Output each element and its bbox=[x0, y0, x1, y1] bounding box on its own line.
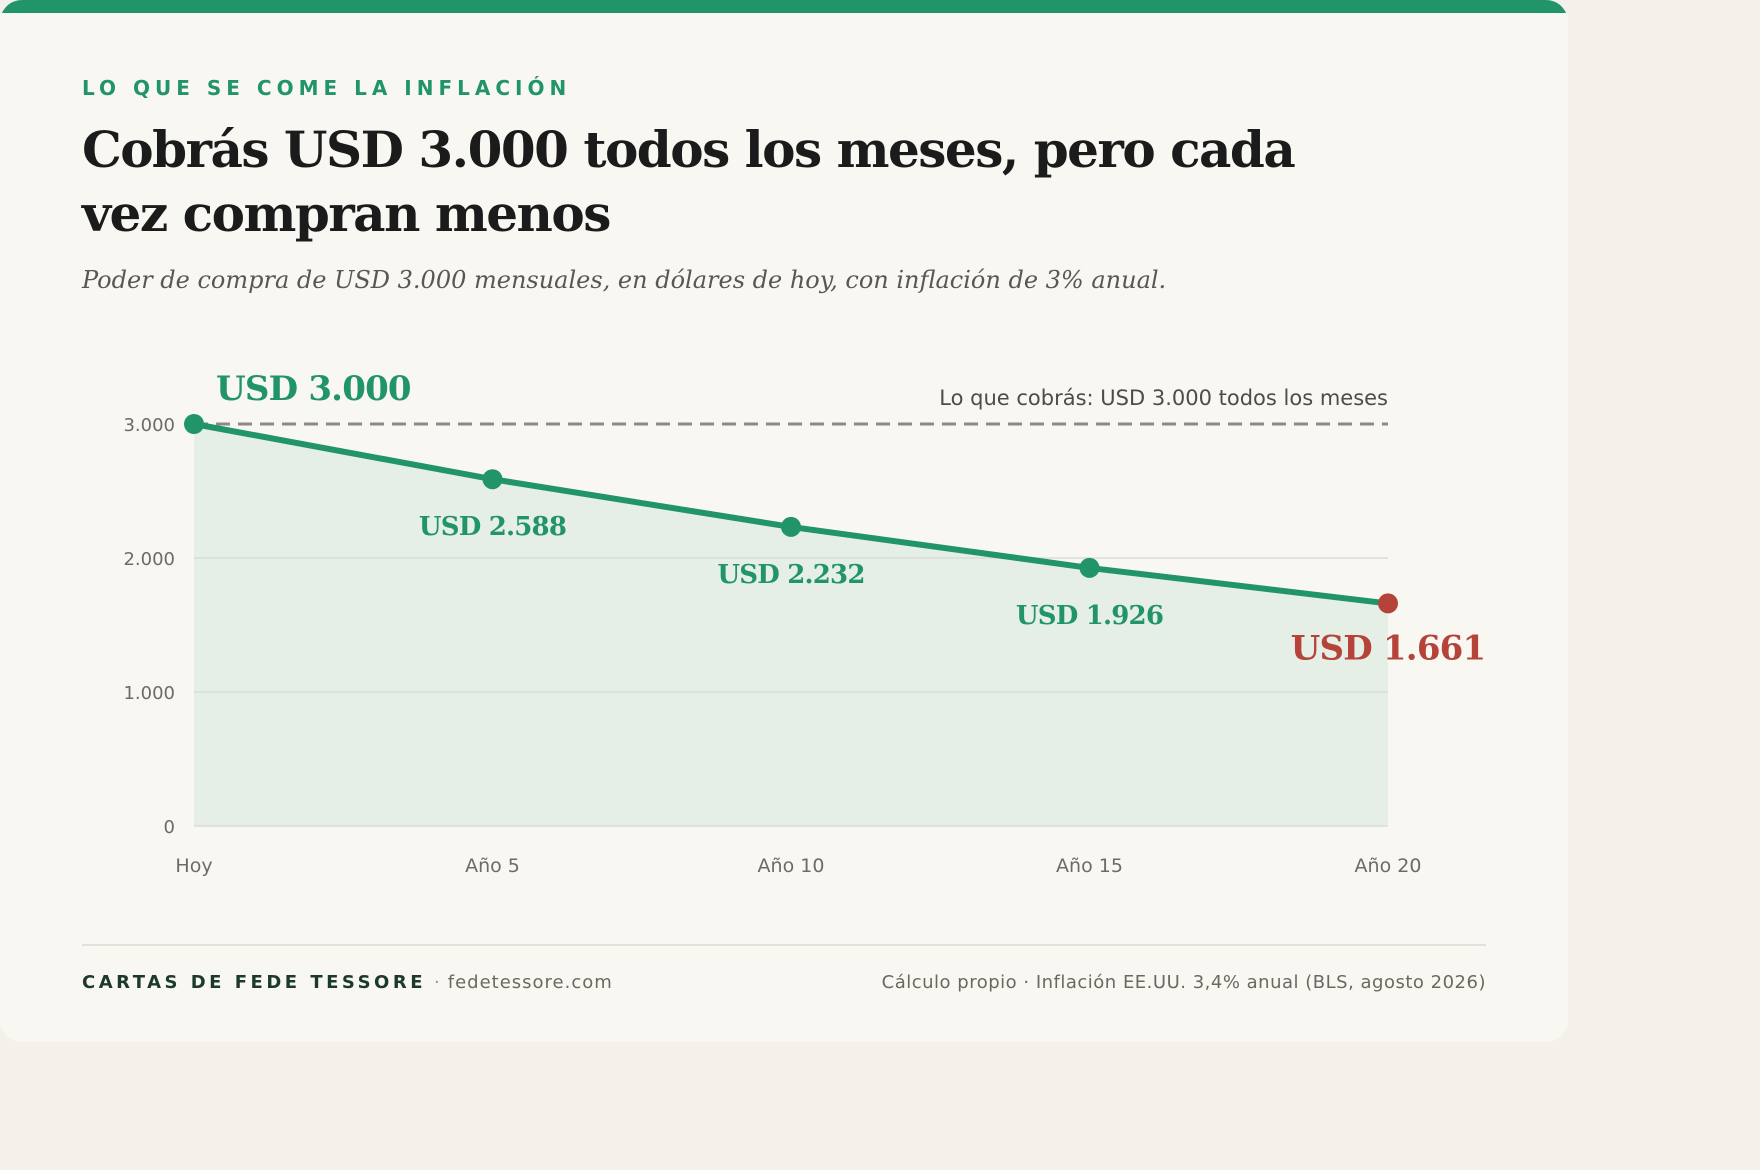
eyebrow-label: LO QUE SE COME LA INFLACIÓN bbox=[82, 76, 572, 100]
footer-separator: · bbox=[434, 972, 440, 993]
data-label: USD 2.232 bbox=[717, 560, 864, 590]
footer-site-link[interactable]: fedetessore.com bbox=[447, 972, 613, 993]
purchasing-power-chart: 0 1.000 2.000 3.000 Lo que cobrás: USD 3.000… bbox=[123, 369, 1486, 877]
x-tick-label: Año 5 bbox=[465, 855, 520, 877]
data-point bbox=[781, 516, 801, 537]
x-tick-label: Año 15 bbox=[1056, 855, 1123, 877]
footer-credit: CARTAS DE FEDE TESSORE · fedetessore.com bbox=[82, 970, 613, 996]
y-tick-label: 0 bbox=[164, 817, 175, 838]
data-label: USD 3.000 bbox=[216, 369, 411, 409]
y-tick-label: 3.000 bbox=[123, 415, 175, 436]
data-point bbox=[482, 469, 503, 490]
accent-top-bar bbox=[0, 0, 1568, 13]
data-label: USD 1.926 bbox=[1016, 601, 1163, 631]
x-tick-label: Año 20 bbox=[1355, 855, 1422, 877]
data-label: USD 1.661 bbox=[1291, 628, 1486, 668]
y-tick-label: 1.000 bbox=[123, 683, 175, 704]
footer-divider bbox=[82, 944, 1486, 946]
chart-title: Cobrás USD 3.000 todos los meses, pero c… bbox=[82, 120, 1296, 243]
series-area bbox=[194, 424, 1388, 826]
y-tick-label: 2.000 bbox=[123, 549, 175, 570]
data-point bbox=[1079, 557, 1100, 578]
chart-subtitle: Poder de compra de USD 3.000 mensuales, … bbox=[82, 266, 1167, 294]
chart-card: LO QUE SE COME LA INFLACIÓN Cobrás USD 3… bbox=[0, 0, 1568, 996]
footer-brand: CARTAS DE FEDE TESSORE bbox=[82, 972, 426, 993]
data-point bbox=[1378, 593, 1398, 614]
data-label: USD 2.588 bbox=[419, 512, 566, 542]
x-tick-label: Hoy bbox=[175, 855, 212, 877]
x-tick-label: Año 10 bbox=[758, 855, 825, 877]
footer-source: Cálculo propio · Inflación EE.UU. 3,4% a… bbox=[881, 972, 1486, 993]
reference-line-label: Lo que cobrás: USD 3.000 todos los meses bbox=[939, 386, 1388, 410]
data-point bbox=[184, 414, 204, 434]
